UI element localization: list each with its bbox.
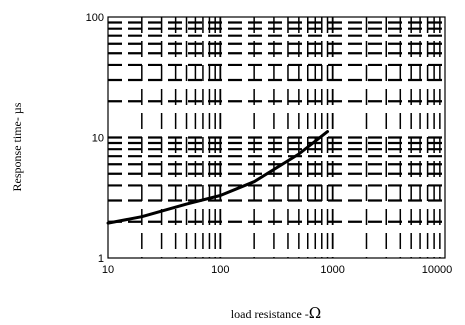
y-axis-label: Response time- µs: [10, 102, 24, 191]
x-tick-label: 10000: [422, 264, 453, 276]
x-tick-label: 1000: [320, 264, 344, 276]
plot-frame: [107, 16, 446, 259]
response-curve: [106, 130, 329, 225]
chart-grid: [108, 17, 445, 258]
x-tick-label: 100: [211, 264, 229, 276]
x-tick-label: 10: [102, 264, 114, 276]
y-tick-label: 100: [86, 12, 104, 24]
y-tick-label: 1: [98, 253, 104, 265]
y-tick-label: 10: [92, 133, 104, 145]
x-axis-label: load resistance -Ω: [231, 304, 321, 322]
y-tick-labels: 1 10 100: [86, 12, 104, 265]
x-tick-labels: 10 100 1000 10000: [102, 264, 452, 276]
